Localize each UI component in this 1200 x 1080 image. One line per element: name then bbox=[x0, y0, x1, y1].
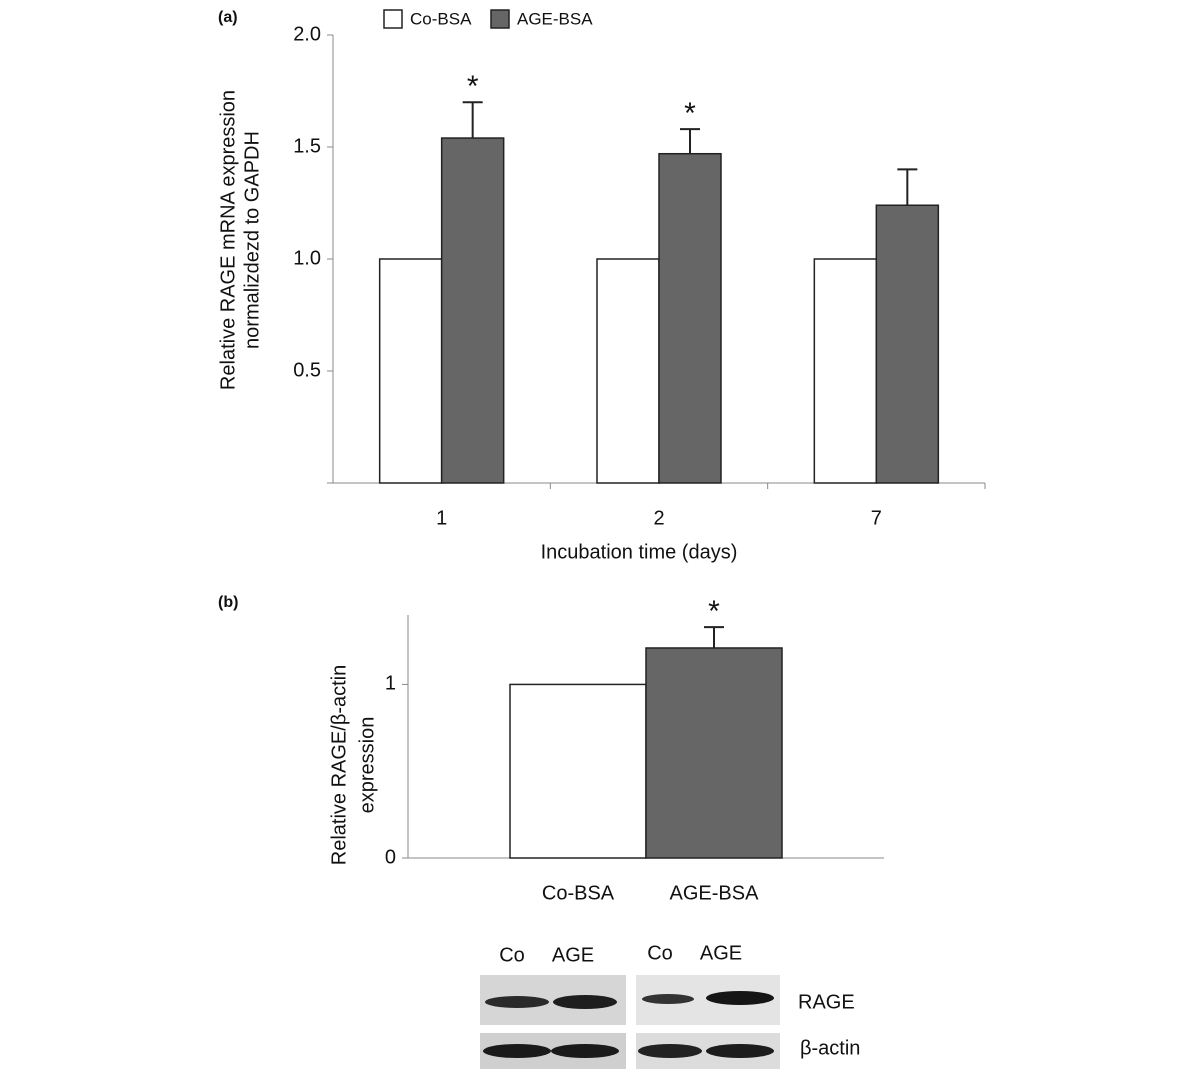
legend-label: Co-BSA bbox=[410, 9, 472, 28]
y-axis-label: Relative RAGE/β-actin bbox=[328, 665, 350, 865]
error-bar bbox=[897, 168, 918, 206]
panel-label: (a) bbox=[218, 9, 238, 26]
error-bar bbox=[704, 626, 724, 648]
legend-swatch bbox=[490, 9, 510, 29]
bar bbox=[875, 204, 940, 484]
y-tick-label: 1 bbox=[385, 673, 396, 695]
annotation: * bbox=[708, 595, 720, 628]
y-axis-label: Relative RAGE mRNA expression bbox=[217, 90, 239, 390]
x-axis-label: Incubation time (days) bbox=[541, 541, 738, 563]
annotation: * bbox=[684, 97, 696, 130]
y-axis-label: normalizdezd to GAPDH bbox=[241, 131, 263, 349]
x-tick-label: 7 bbox=[871, 507, 882, 529]
y-tick-label: 1.0 bbox=[293, 247, 321, 269]
y-tick-label: 0 bbox=[385, 846, 396, 868]
lane-label: AGE bbox=[552, 944, 594, 966]
panel-label: (b) bbox=[218, 594, 238, 611]
annotation: * bbox=[467, 70, 479, 103]
lane-label: Co bbox=[647, 942, 673, 964]
y-tick-label: 2.0 bbox=[293, 23, 321, 45]
row-label: β-actin bbox=[800, 1037, 860, 1059]
bar bbox=[645, 647, 783, 859]
bar bbox=[509, 683, 647, 859]
legend-label: AGE-BSA bbox=[517, 9, 593, 28]
bar bbox=[813, 258, 878, 484]
error-bar bbox=[680, 128, 700, 154]
row-label: RAGE bbox=[798, 991, 855, 1013]
bar bbox=[440, 137, 505, 484]
error-bar bbox=[462, 101, 483, 139]
bar bbox=[378, 258, 443, 484]
y-tick-label: 0.5 bbox=[293, 359, 321, 381]
bar bbox=[658, 152, 722, 484]
bar bbox=[596, 258, 660, 484]
x-tick-label: 1 bbox=[436, 507, 447, 529]
x-tick-label: 2 bbox=[653, 507, 664, 529]
legend-swatch bbox=[383, 9, 403, 29]
x-tick-label: Co-BSA bbox=[542, 882, 615, 904]
y-tick-label: 1.5 bbox=[293, 135, 321, 157]
y-axis-label: expression bbox=[356, 717, 378, 814]
lane-label: Co bbox=[499, 944, 525, 966]
x-tick-label: AGE-BSA bbox=[670, 882, 760, 904]
blot-image bbox=[480, 975, 780, 1069]
lane-label: AGE bbox=[700, 942, 742, 964]
